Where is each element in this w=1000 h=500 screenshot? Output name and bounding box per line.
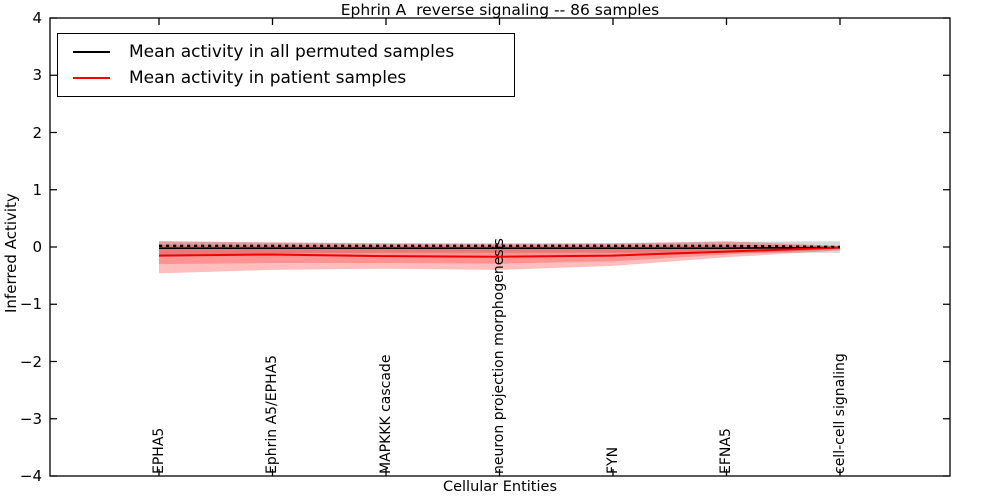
y-tick-label: 2 <box>32 123 42 142</box>
y-tick-labels: 4 3 2 1 0 −1 −2 −3 −4 <box>0 0 44 500</box>
legend-item-permuted: Mean activity in all permuted samples <box>58 42 514 62</box>
legend-line-sample-patient <box>73 76 110 79</box>
series-permuted-mean-dashed-overlay <box>159 244 841 249</box>
x-tick-label: MAPKKK cascade <box>377 354 394 474</box>
x-tick-label: EFNA5 <box>718 428 734 474</box>
x-tick-label: neuron projection morphogenesis <box>491 238 507 474</box>
legend-line-sample-permuted <box>73 51 110 54</box>
x-tick-label: FYN <box>604 446 621 474</box>
chart-title: Ephrin A reverse signaling -- 86 samples <box>340 1 660 19</box>
y-tick-label: −3 <box>19 409 42 428</box>
y-axis-label: Inferred Activity <box>2 193 20 313</box>
legend-item-patient: Mean activity in patient samples <box>58 68 514 88</box>
x-tick-label: cell-cell signaling <box>831 353 848 474</box>
x-axis-label: Cellular Entities <box>442 479 558 495</box>
band-patient-inner-band <box>159 244 840 265</box>
legend: Mean activity in all permuted samples Me… <box>57 33 515 97</box>
x-tick-label: EPHA5 <box>150 427 167 474</box>
series-Mean-activity-in-patient-samples <box>158 246 841 258</box>
axis-ticks <box>50 17 950 477</box>
y-tick-label: 1 <box>32 180 42 199</box>
y-tick-label: −4 <box>19 467 42 485</box>
y-tick-label: −2 <box>19 352 42 371</box>
y-tick-label: 0 <box>32 238 42 256</box>
y-tick-label: 3 <box>32 66 42 85</box>
y-tick-label: 4 <box>32 9 42 27</box>
legend-label-patient: Mean activity in patient samples <box>129 67 407 88</box>
y-tick-label: −1 <box>19 295 42 314</box>
x-tick-label: Ephrin A5/EPHA5 <box>264 354 280 474</box>
legend-label-permuted: Mean activity in all permuted samples <box>129 42 455 63</box>
series-Mean-activity-in-all-permuted-samples <box>159 246 841 249</box>
